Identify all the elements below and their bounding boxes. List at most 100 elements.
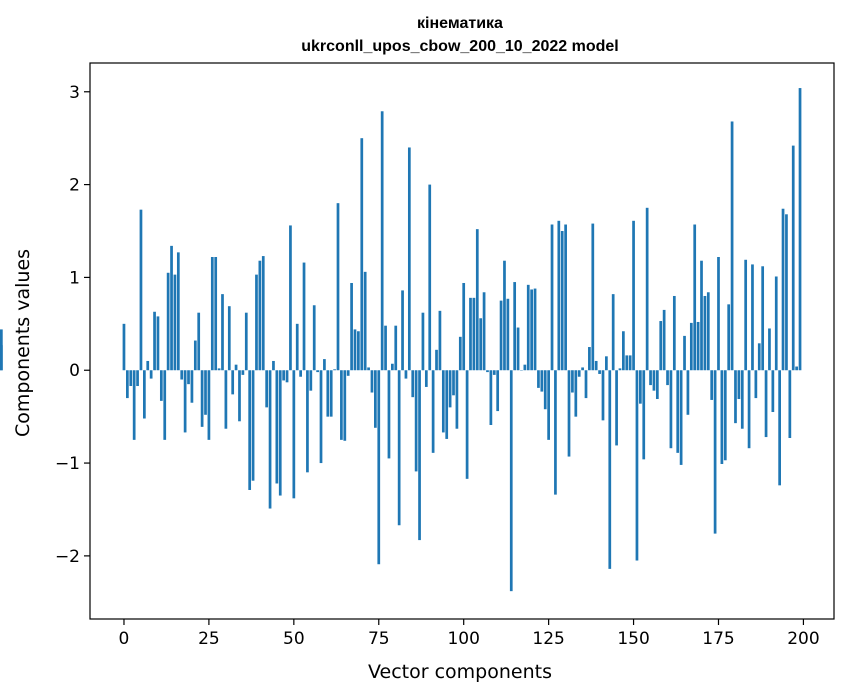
bar [323, 359, 326, 371]
bar [295, 323, 299, 371]
bar [231, 370, 235, 395]
bar [465, 370, 469, 479]
bar [333, 369, 336, 371]
bar [146, 360, 150, 371]
bar [475, 229, 479, 371]
bar [431, 370, 435, 453]
bar [560, 231, 564, 371]
bar [441, 370, 445, 433]
bar [601, 370, 605, 421]
bar [747, 370, 751, 449]
bar [204, 370, 207, 415]
x-tick-label: 50 [283, 629, 305, 649]
bar [496, 370, 500, 412]
bar [377, 370, 381, 565]
y-tick-label: 0 [69, 361, 80, 381]
bar [241, 370, 245, 375]
bar [744, 259, 748, 371]
bar [197, 312, 201, 371]
bar [407, 147, 411, 371]
y-tick-label: −1 [55, 454, 80, 474]
bar [526, 284, 530, 371]
bar [340, 370, 343, 440]
bar [645, 207, 649, 371]
bar [655, 370, 659, 400]
bar [798, 88, 802, 371]
bar [0, 345, 3, 371]
bar [479, 318, 483, 371]
bar [458, 336, 462, 371]
bar [326, 370, 330, 417]
bar [615, 370, 618, 446]
bar [357, 331, 360, 371]
bar [153, 311, 156, 371]
bar [540, 370, 544, 392]
bar [455, 370, 459, 429]
bar [625, 355, 629, 371]
bar [418, 370, 421, 541]
bar [605, 356, 608, 371]
bar [771, 370, 775, 413]
y-axis-label: Components values [12, 249, 34, 437]
bar [166, 272, 170, 371]
bar [676, 370, 680, 453]
bar [632, 220, 635, 371]
bar [183, 370, 187, 433]
bar [221, 294, 224, 371]
bar [533, 288, 537, 371]
bar [163, 370, 167, 440]
bar [214, 257, 218, 371]
y-tick-label: 2 [69, 176, 80, 196]
bar [734, 370, 737, 424]
bar [207, 370, 211, 440]
bar [316, 370, 319, 373]
plot-frame [89, 62, 835, 620]
bar [346, 370, 350, 376]
bar [730, 121, 734, 371]
bar [642, 370, 646, 460]
bar [193, 340, 197, 371]
bar [367, 367, 370, 371]
bar [180, 370, 184, 380]
bar [672, 295, 676, 371]
bar [472, 297, 476, 371]
bar [703, 295, 707, 371]
bar [781, 208, 785, 371]
bar [329, 370, 333, 417]
x-axis-label: Vector components [368, 661, 552, 683]
bar [761, 266, 765, 371]
bar [669, 370, 673, 449]
bar [374, 370, 377, 428]
bar [380, 111, 384, 371]
bar [740, 370, 744, 429]
bar [261, 256, 265, 371]
bar [336, 203, 340, 371]
bar [547, 370, 550, 440]
bar [238, 370, 241, 422]
bar [227, 306, 231, 371]
bar [302, 262, 306, 371]
bar [778, 370, 781, 486]
bar [683, 335, 686, 371]
chart-title: кінематика [417, 15, 503, 32]
x-tick-label: 25 [198, 629, 220, 649]
bar [411, 370, 415, 398]
bar [679, 370, 683, 465]
bar [639, 370, 642, 404]
bar [622, 331, 625, 371]
bar [452, 370, 455, 396]
bar [513, 282, 517, 371]
bar [516, 327, 520, 371]
bar [537, 370, 540, 388]
bar [122, 323, 126, 371]
bar [275, 370, 279, 484]
bar [611, 294, 615, 371]
bar [139, 209, 143, 371]
bar [608, 370, 612, 569]
bar [564, 224, 567, 371]
bar [387, 370, 391, 459]
bar [696, 321, 700, 371]
bar [126, 370, 129, 399]
bar [706, 292, 710, 371]
